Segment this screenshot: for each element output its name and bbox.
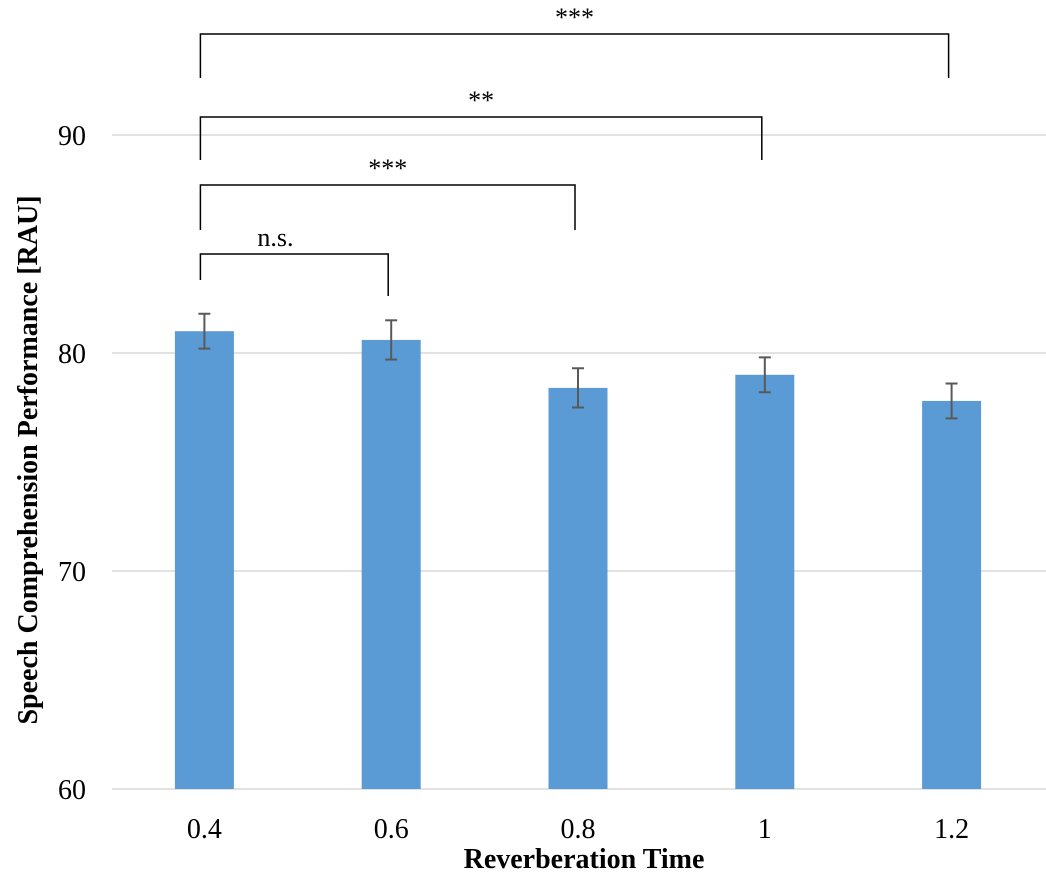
significance-layer: n.s.********: [199, 3, 950, 296]
y-tick-label: 70: [58, 557, 86, 588]
significance-label: **: [468, 86, 494, 115]
error-bar: [945, 382, 958, 420]
x-tick-label: 0.8: [561, 814, 596, 845]
error-bar: [758, 356, 771, 394]
x-tick-label: 1.2: [934, 814, 969, 845]
significance-label: ***: [368, 154, 407, 183]
y-tick-label: 80: [58, 339, 86, 370]
x-tick-label: 0.4: [187, 814, 222, 845]
significance-label: n.s.: [257, 223, 293, 252]
tick-label-layer: 60 70 80 90 0.4 0.6 0.8 1 1.2: [58, 121, 969, 845]
significance-bracket: ***: [199, 154, 576, 230]
x-tick-label: 1: [758, 814, 772, 845]
x-tick-label: 0.6: [374, 814, 409, 845]
y-tick-label: 60: [58, 775, 86, 806]
error-bar: [385, 319, 398, 361]
bar: [922, 400, 982, 789]
error-bar-layer: [198, 312, 958, 420]
significance-label: ***: [555, 3, 594, 32]
bar: [174, 331, 234, 789]
bar: [735, 374, 795, 789]
bar-layer: [174, 331, 982, 789]
significance-bracket: **: [199, 86, 763, 160]
bar: [361, 339, 421, 789]
significance-bracket: n.s.: [199, 223, 389, 296]
x-axis-title: Reverberation Time: [464, 844, 705, 875]
error-bar: [198, 312, 211, 350]
error-bar: [572, 367, 584, 409]
significance-bracket: ***: [199, 3, 950, 78]
bar: [548, 387, 608, 789]
y-axis-title: Speech Comprehension Performance [RAU]: [13, 195, 44, 724]
y-tick-label: 90: [58, 121, 86, 152]
